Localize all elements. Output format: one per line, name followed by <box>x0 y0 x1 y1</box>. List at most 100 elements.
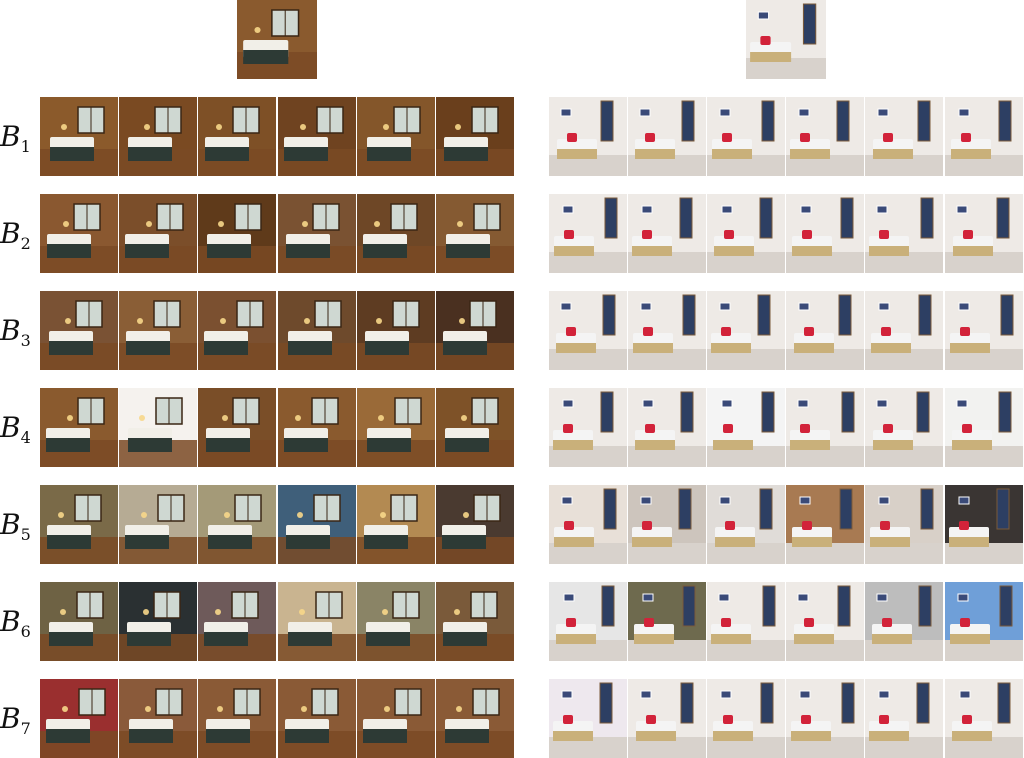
right-thumbnail <box>707 485 785 564</box>
row-label-subscript: 6 <box>20 622 31 641</box>
right-thumbnail <box>865 582 943 661</box>
right-thumbnail <box>628 679 706 758</box>
row-label-7: B7 <box>0 705 36 737</box>
row-label-3: B3 <box>0 317 36 349</box>
left-thumbnail <box>198 97 276 176</box>
left-thumbnail <box>436 388 514 467</box>
right-thumbnail <box>628 582 706 661</box>
left-thumbnail <box>278 582 356 661</box>
row-label-base: B <box>0 120 21 153</box>
left-thumbnail <box>278 485 356 564</box>
left-thumbnail <box>119 388 197 467</box>
row-label-2: B2 <box>0 220 36 252</box>
right-thumbnail <box>549 194 627 273</box>
row-label-base: B <box>0 508 21 541</box>
row-label-5: B5 <box>0 511 36 543</box>
left-thumbnail <box>40 97 118 176</box>
left-thumbnail <box>119 291 197 370</box>
right-thumbnail <box>786 679 864 758</box>
reference-image-right <box>746 0 826 79</box>
left-thumbnail <box>357 679 435 758</box>
right-thumbnail <box>707 582 785 661</box>
right-thumbnail <box>628 194 706 273</box>
right-thumbnail <box>945 194 1023 273</box>
left-thumbnail <box>357 485 435 564</box>
right-thumbnail <box>945 291 1023 370</box>
row-label-4: B4 <box>0 414 36 446</box>
right-thumbnail <box>707 291 785 370</box>
left-thumbnail <box>119 97 197 176</box>
row-label-subscript: 4 <box>20 428 31 447</box>
row-label-base: B <box>0 411 21 444</box>
right-thumbnail <box>786 194 864 273</box>
row-label-base: B <box>0 605 21 638</box>
left-thumbnail <box>198 582 276 661</box>
right-thumbnail <box>549 97 627 176</box>
right-thumbnail <box>786 582 864 661</box>
right-thumbnail <box>786 97 864 176</box>
row-label-base: B <box>0 217 21 250</box>
right-thumbnail <box>865 679 943 758</box>
right-thumbnail <box>945 582 1023 661</box>
right-thumbnail <box>945 485 1023 564</box>
row-label-subscript: 5 <box>20 525 31 544</box>
left-thumbnail <box>436 194 514 273</box>
right-thumbnail <box>707 679 785 758</box>
left-thumbnail <box>119 485 197 564</box>
row-label-base: B <box>0 702 21 735</box>
left-thumbnail <box>278 388 356 467</box>
left-thumbnail <box>436 679 514 758</box>
left-thumbnail <box>40 679 118 758</box>
left-thumbnail <box>278 679 356 758</box>
left-thumbnail <box>40 194 118 273</box>
right-thumbnail <box>549 388 627 467</box>
left-thumbnail <box>40 291 118 370</box>
row-label-subscript: 2 <box>20 234 31 253</box>
left-thumbnail <box>119 582 197 661</box>
right-thumbnail <box>628 388 706 467</box>
right-thumbnail <box>865 97 943 176</box>
right-thumbnail <box>865 388 943 467</box>
left-thumbnail <box>357 194 435 273</box>
left-thumbnail <box>357 291 435 370</box>
right-thumbnail <box>865 291 943 370</box>
left-thumbnail <box>357 582 435 661</box>
right-thumbnail <box>628 485 706 564</box>
left-thumbnail <box>436 485 514 564</box>
right-thumbnail <box>628 291 706 370</box>
right-thumbnail <box>945 679 1023 758</box>
reference-image-left <box>237 0 317 79</box>
left-thumbnail <box>198 194 276 273</box>
left-thumbnail <box>278 291 356 370</box>
right-thumbnail <box>549 679 627 758</box>
right-thumbnail <box>707 388 785 467</box>
right-thumbnail <box>707 194 785 273</box>
left-thumbnail <box>198 679 276 758</box>
right-thumbnail <box>549 582 627 661</box>
left-thumbnail <box>436 97 514 176</box>
right-thumbnail <box>549 291 627 370</box>
left-thumbnail <box>278 194 356 273</box>
right-thumbnail <box>945 388 1023 467</box>
left-thumbnail <box>40 485 118 564</box>
left-thumbnail <box>278 97 356 176</box>
left-thumbnail <box>119 679 197 758</box>
right-thumbnail <box>865 194 943 273</box>
right-thumbnail <box>786 485 864 564</box>
left-thumbnail <box>198 388 276 467</box>
row-label-subscript: 1 <box>20 137 31 156</box>
row-label-base: B <box>0 314 21 347</box>
right-thumbnail <box>945 97 1023 176</box>
left-thumbnail <box>357 97 435 176</box>
right-thumbnail <box>786 388 864 467</box>
row-label-1: B1 <box>0 123 36 155</box>
left-thumbnail <box>357 388 435 467</box>
left-thumbnail <box>40 582 118 661</box>
row-label-6: B6 <box>0 608 36 640</box>
right-thumbnail <box>549 485 627 564</box>
left-thumbnail <box>119 194 197 273</box>
left-thumbnail <box>40 388 118 467</box>
row-label-subscript: 3 <box>20 331 31 350</box>
left-thumbnail <box>436 291 514 370</box>
left-thumbnail <box>198 291 276 370</box>
